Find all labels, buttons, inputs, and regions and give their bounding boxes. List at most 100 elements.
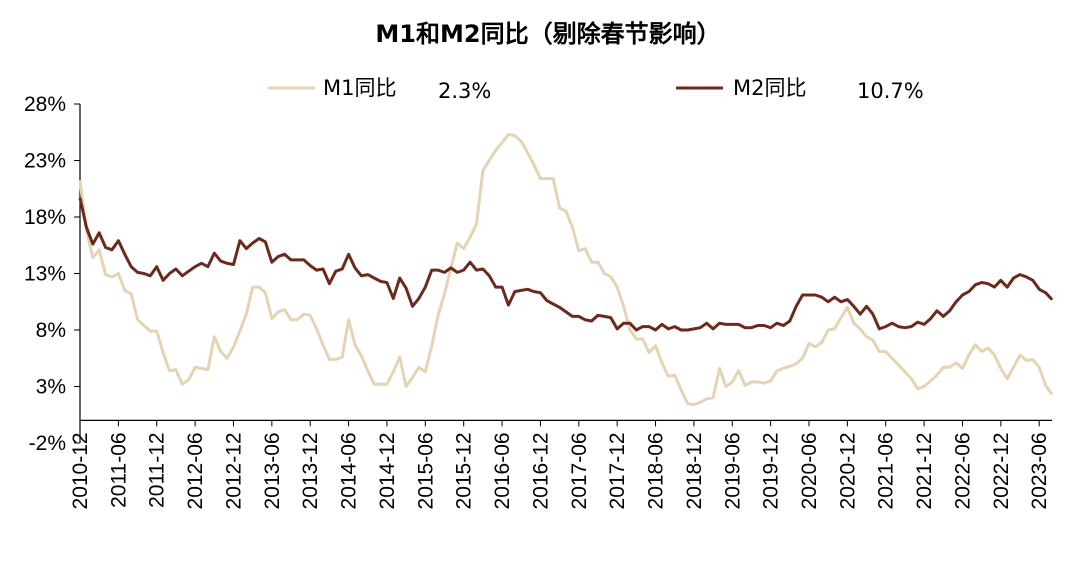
data-point [661, 362, 663, 364]
data-point [616, 328, 618, 330]
data-point [648, 352, 650, 354]
data-point [770, 327, 772, 329]
legend-latest-value: 10.7% [857, 79, 924, 103]
x-tick-label: 2018-06 [645, 432, 668, 509]
x-tick-label: 2016-06 [491, 432, 514, 509]
data-point [1025, 276, 1027, 278]
data-point [399, 356, 401, 358]
data-point [827, 329, 829, 331]
data-point [85, 226, 87, 228]
data-point [821, 341, 823, 343]
data-point [220, 350, 222, 353]
data-point [949, 310, 951, 312]
data-point [456, 242, 458, 244]
data-point [623, 322, 625, 324]
data-point [859, 328, 861, 330]
data-point [603, 272, 606, 275]
data-point [878, 350, 880, 353]
data-point [866, 305, 868, 307]
data-point [443, 293, 446, 295]
x-tick-label: 2019-06 [721, 432, 744, 509]
data-point [482, 268, 484, 270]
data-point [987, 347, 989, 349]
data-point [188, 270, 190, 272]
data-point [341, 268, 343, 270]
data-point [616, 286, 618, 288]
data-point [328, 283, 330, 285]
data-point [942, 366, 944, 368]
data-point [252, 286, 254, 288]
data-point [348, 319, 350, 321]
data-point [411, 376, 414, 379]
data-point [245, 313, 247, 315]
data-point [917, 321, 919, 323]
data-point [373, 277, 375, 279]
data-point [565, 210, 567, 212]
data-point [507, 304, 509, 306]
data-point [137, 271, 139, 273]
data-point [629, 322, 631, 324]
legend-label: M2同比 [733, 76, 806, 100]
data-point [552, 178, 554, 180]
data-point [808, 294, 810, 296]
data-point [149, 330, 151, 332]
data-point [277, 255, 279, 258]
data-point [891, 357, 893, 359]
data-point [149, 275, 151, 277]
data-point [168, 370, 171, 372]
y-tick-label: 13% [24, 263, 66, 286]
data-point [514, 291, 516, 293]
data-point [264, 241, 266, 243]
data-point [431, 269, 433, 271]
data-point [92, 243, 94, 245]
data-point [559, 207, 561, 209]
data-point [137, 319, 139, 321]
data-point [284, 253, 286, 255]
data-point [993, 286, 996, 288]
data-point [929, 318, 932, 320]
data-point [200, 367, 203, 369]
data-point [322, 344, 324, 346]
data-point [341, 356, 343, 358]
x-tick-label: 2014-12 [376, 432, 399, 509]
data-point [718, 322, 721, 324]
series-line [78, 197, 1054, 332]
data-point [143, 272, 145, 275]
data-point [757, 381, 759, 383]
data-point [699, 327, 701, 329]
x-tick-label: 2017-06 [568, 432, 591, 509]
data-point [686, 329, 689, 331]
data-point [111, 276, 113, 278]
data-point [782, 324, 785, 327]
data-point [718, 367, 721, 369]
data-point [271, 261, 273, 263]
data-point [1038, 288, 1040, 290]
data-point [981, 350, 983, 353]
data-point [501, 286, 503, 288]
data-point [584, 248, 586, 250]
data-point [872, 339, 874, 341]
data-point [910, 326, 912, 328]
data-point [271, 318, 273, 320]
data-point [360, 275, 362, 277]
data-point [443, 271, 446, 273]
data-point [591, 320, 593, 322]
data-point [763, 324, 765, 327]
data-point [878, 328, 880, 330]
data-point [591, 261, 593, 263]
data-point [642, 326, 644, 328]
data-point [181, 383, 183, 385]
data-point [213, 252, 215, 254]
data-point [763, 382, 765, 384]
data-point [220, 260, 222, 262]
x-tick-label: 2022-12 [990, 432, 1013, 509]
data-point [354, 344, 356, 346]
data-point [424, 371, 426, 373]
data-point [1019, 354, 1021, 356]
x-tick-label: 2020-12 [836, 432, 859, 509]
data-point [923, 385, 925, 388]
data-point [674, 326, 676, 328]
data-point [725, 323, 727, 325]
data-point [162, 352, 164, 354]
x-tick-label: 2010-12 [69, 432, 92, 509]
